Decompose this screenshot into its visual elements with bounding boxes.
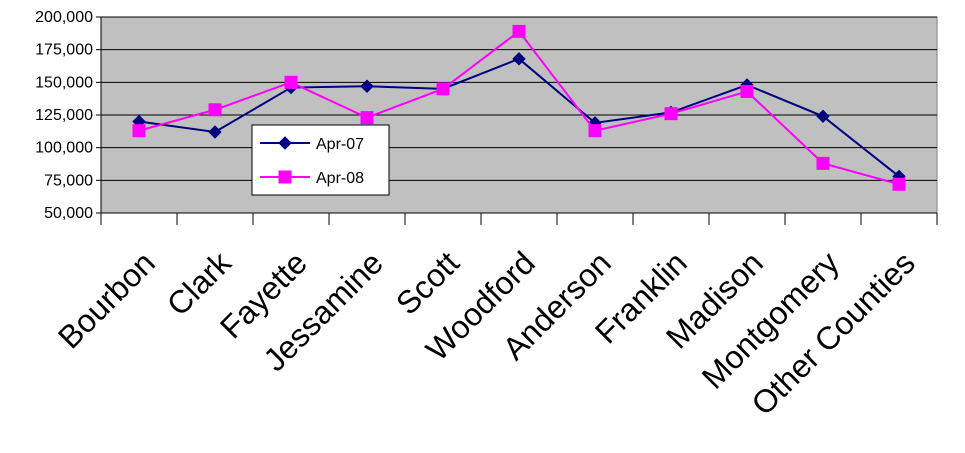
series-2-point (208, 103, 222, 117)
y-tick-label: 150,000 (35, 74, 93, 91)
legend-label: Apr-08 (316, 170, 364, 187)
y-tick-label: 175,000 (35, 42, 93, 59)
x-tick-labels: BourbonClarkFayetteJessamineScottWoodfor… (51, 244, 922, 422)
series-1-point (208, 125, 222, 139)
series-1-point (512, 52, 526, 66)
series-2-point (284, 75, 298, 89)
series-1-point (816, 109, 830, 124)
series-2 (132, 24, 906, 191)
series-2-point (132, 124, 146, 138)
series-1-point (360, 79, 374, 93)
series-2-point (360, 111, 374, 125)
series-2-point (436, 82, 450, 96)
y-tick-labels: 50,000 75,000 100,000 125,000 150,000 175,000… (35, 9, 93, 222)
y-tick-label: 100,000 (35, 140, 93, 157)
x-tick-label: Bourbon (51, 244, 162, 355)
legend-1-point (278, 136, 292, 150)
y-tick-label: 75,000 (44, 172, 93, 189)
y-tick-label: 200,000 (35, 9, 93, 26)
series-2-point (816, 156, 830, 170)
series-2-point (892, 177, 906, 191)
series-2-point (740, 84, 754, 98)
series-lines (132, 24, 906, 191)
y-tick-label: 50,000 (44, 205, 93, 222)
legend: Apr-07 Apr-08 (251, 124, 390, 196)
axes (96, 16, 938, 225)
series-2-point (664, 107, 678, 121)
legend-box (251, 124, 390, 196)
legend-label: Apr-07 (316, 136, 364, 153)
series-2-point (588, 124, 602, 138)
y-tick-label: 125,000 (35, 107, 93, 124)
legend-2-point (278, 170, 292, 184)
series-2-point (512, 24, 526, 38)
